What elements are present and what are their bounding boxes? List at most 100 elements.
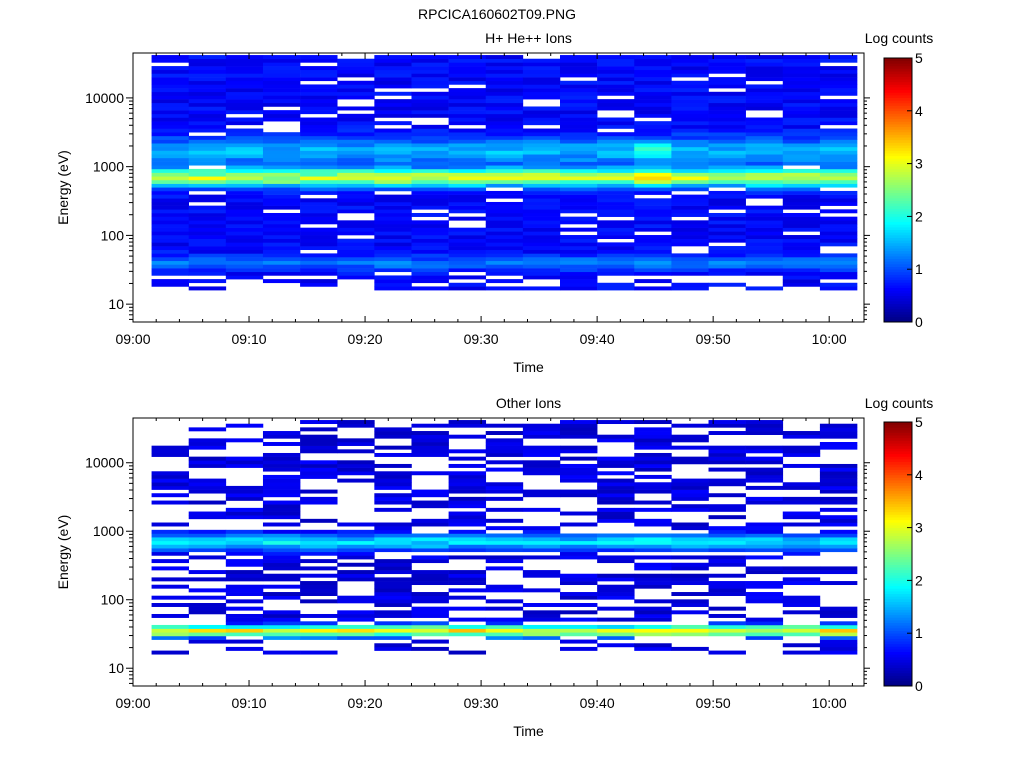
- heatmap-cell: [485, 621, 524, 626]
- heatmap-cell: [188, 271, 227, 276]
- colorbar-segment: [884, 567, 912, 571]
- heatmap-cell: [819, 132, 858, 137]
- heatmap-cell: [151, 121, 189, 126]
- heatmap-cell: [262, 621, 301, 626]
- heatmap-cell: [560, 257, 598, 262]
- heatmap-cell: [337, 533, 375, 538]
- heatmap-cell: [188, 231, 227, 236]
- heatmap-cell: [634, 102, 672, 107]
- heatmap-cell: [188, 102, 227, 107]
- heatmap-cell: [522, 449, 561, 454]
- heatmap-cell: [151, 279, 189, 284]
- heatmap-cell: [597, 515, 635, 520]
- heatmap-cell: [151, 77, 189, 82]
- heatmap-cell: [411, 198, 449, 203]
- heatmap-cell: [782, 124, 821, 129]
- heatmap-cell: [225, 73, 264, 78]
- heatmap-cell: [634, 77, 672, 82]
- heatmap-cell: [485, 423, 524, 428]
- heatmap-cell: [634, 242, 672, 247]
- heatmap-cell: [819, 282, 858, 287]
- heatmap-cell: [634, 257, 672, 262]
- heatmap-cell: [225, 438, 264, 443]
- heatmap-cell: [262, 99, 301, 104]
- heatmap-cell: [745, 268, 784, 273]
- heatmap-cell: [522, 628, 561, 633]
- heatmap-cell: [262, 260, 301, 265]
- colorbar-segment: [884, 79, 912, 83]
- heatmap-cell: [262, 113, 301, 118]
- heatmap-cell: [374, 434, 412, 439]
- heatmap-cell: [745, 478, 784, 483]
- heatmap-cell: [411, 238, 449, 243]
- colorbar-tick-label: 0: [915, 678, 923, 694]
- heatmap-cell: [337, 478, 375, 483]
- colorbar-segment: [884, 485, 912, 489]
- heatmap-cell: [188, 139, 227, 144]
- heatmap-cell: [634, 69, 672, 74]
- heatmap-cell: [188, 445, 227, 450]
- heatmap-cell: [225, 533, 264, 538]
- heatmap-cell: [337, 253, 375, 258]
- colorbar-segment: [884, 630, 912, 634]
- heatmap-cell: [597, 121, 635, 126]
- y-axis-label: Energy (eV): [55, 150, 71, 225]
- heatmap-cell: [411, 201, 449, 206]
- heatmap-cell: [782, 482, 821, 487]
- heatmap-cell: [448, 595, 487, 600]
- heatmap-cell: [300, 55, 338, 60]
- heatmap-cell: [374, 143, 412, 148]
- heatmap-cell: [671, 161, 709, 166]
- heatmap-cell: [671, 603, 709, 607]
- heatmap-cell: [262, 205, 301, 210]
- heatmap-cell: [597, 132, 635, 137]
- heatmap-cell: [671, 128, 709, 133]
- heatmap-cell: [745, 209, 784, 214]
- heatmap-cell: [560, 573, 598, 578]
- heatmap-cell: [560, 190, 598, 195]
- colorbar-segment: [884, 94, 912, 98]
- heatmap-cell: [448, 238, 487, 243]
- heatmap-cell: [560, 595, 598, 600]
- heatmap-cell: [374, 533, 412, 538]
- heatmap-cell: [374, 194, 412, 199]
- heatmap-cell: [337, 168, 375, 173]
- heatmap-cell: [188, 143, 227, 148]
- heatmap-cell: [597, 91, 635, 96]
- heatmap-cell: [671, 286, 709, 291]
- heatmap-cell: [151, 124, 189, 129]
- heatmap-cell: [634, 431, 672, 435]
- heatmap-cell: [819, 99, 858, 104]
- colorbar-segment: [884, 466, 912, 470]
- heatmap-cell: [671, 194, 709, 199]
- heatmap-cell: [262, 150, 301, 155]
- heatmap-cell: [188, 610, 227, 615]
- colorbar-segment: [884, 664, 912, 668]
- heatmap-cell: [188, 146, 227, 151]
- heatmap-cell: [671, 154, 709, 159]
- heatmap-cell: [188, 529, 227, 534]
- heatmap-cell: [745, 286, 784, 291]
- heatmap-cell: [485, 190, 524, 195]
- colorbar-segment: [884, 240, 912, 244]
- heatmap-cell: [374, 150, 412, 155]
- heatmap-cell: [671, 143, 709, 148]
- heatmap-cell: [485, 438, 524, 443]
- heatmap-cell: [745, 62, 784, 67]
- heatmap-cell: [151, 201, 189, 206]
- heatmap-cell: [411, 632, 449, 637]
- heatmap-cell: [374, 584, 412, 589]
- heatmap-cell: [745, 172, 784, 177]
- heatmap-cell: [262, 231, 301, 236]
- heatmap-cell: [708, 268, 746, 273]
- heatmap-cell: [374, 500, 412, 505]
- heatmap-cell: [708, 179, 746, 184]
- colorbar-segment: [884, 190, 912, 194]
- heatmap-cell: [745, 445, 784, 450]
- heatmap-cells: [151, 55, 858, 291]
- heatmap-cell: [411, 190, 449, 195]
- heatmap-cell: [225, 275, 264, 280]
- heatmap-cell: [300, 139, 338, 144]
- colorbar-segment: [884, 221, 912, 225]
